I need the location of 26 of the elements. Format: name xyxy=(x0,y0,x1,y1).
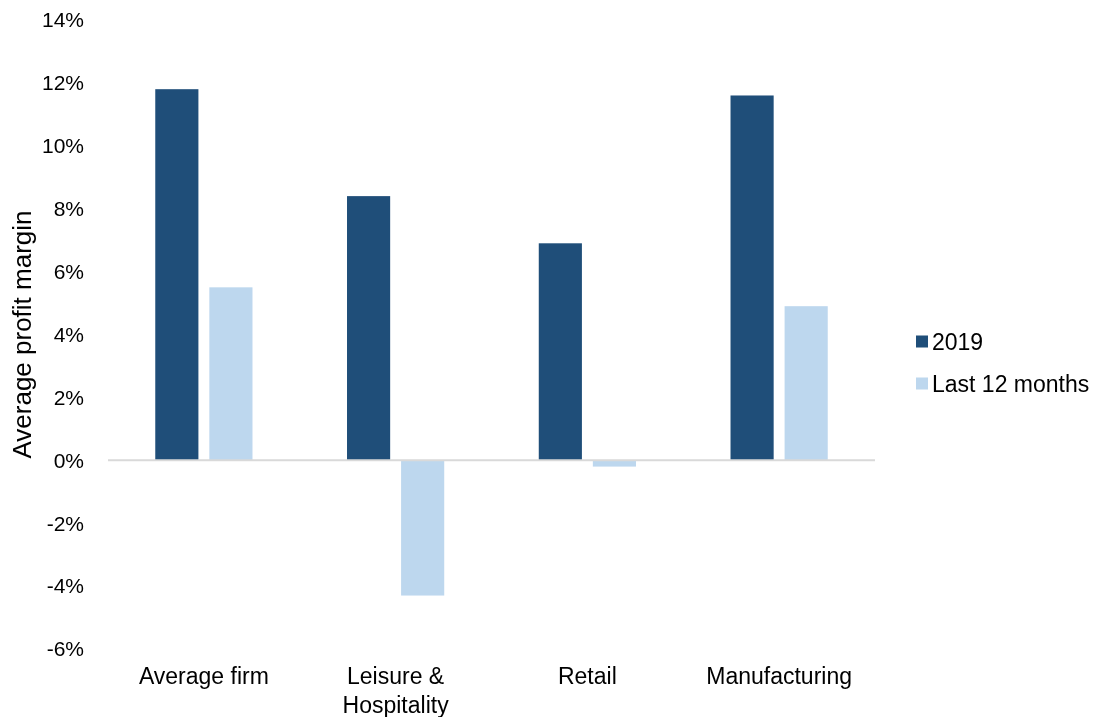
x-tick-label: Retail xyxy=(557,663,617,689)
bar xyxy=(209,287,253,461)
y-tick-label: 12% xyxy=(41,71,84,95)
y-tick-label: 10% xyxy=(41,134,84,158)
x-tick-label: Manufacturing xyxy=(706,663,852,689)
bar xyxy=(155,89,199,461)
y-tick-label: 14% xyxy=(41,8,84,32)
bar xyxy=(592,460,636,467)
bar xyxy=(730,95,774,461)
x-tick-label: Leisure & Hospitality xyxy=(342,663,450,717)
y-tick-label: 2% xyxy=(53,385,84,409)
y-tick-label: -4% xyxy=(46,574,84,598)
y-axis-title: Average profit margin xyxy=(7,210,37,459)
bar xyxy=(347,196,391,461)
y-tick-label: 0% xyxy=(53,448,84,472)
legend-label: Last 12 months xyxy=(932,370,1090,397)
bar xyxy=(538,243,582,461)
y-tick-label: -6% xyxy=(46,637,84,661)
legend-label: 2019 xyxy=(932,328,984,355)
y-tick-label: 8% xyxy=(53,197,84,221)
y-tick-label: 4% xyxy=(53,322,84,346)
x-tick-label: Average firm xyxy=(138,663,269,689)
bar xyxy=(784,306,828,461)
y-tick-label: 6% xyxy=(53,259,84,283)
bar xyxy=(401,460,445,596)
y-tick-label: -2% xyxy=(46,511,84,535)
